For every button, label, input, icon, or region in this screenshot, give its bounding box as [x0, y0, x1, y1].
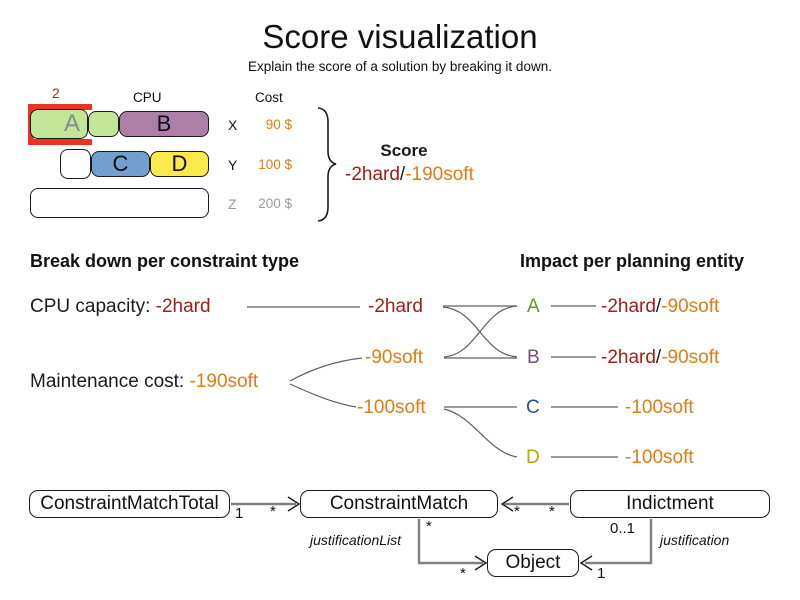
entity-letter-a: A — [527, 296, 540, 317]
multiplicity-cmt-star: * — [270, 503, 276, 520]
machine-cost-z: 200 $ — [258, 196, 292, 211]
overload-count-label: 2 — [52, 85, 60, 101]
score-soft-part: -190soft — [405, 164, 474, 185]
task-box-b: B — [119, 111, 209, 137]
entity-letter-c: C — [526, 397, 540, 418]
multiplicity-ind-star2: * — [549, 503, 555, 520]
mid-value-90soft: -90soft — [365, 347, 424, 368]
entity-letter-d: D — [526, 447, 540, 468]
role-justification: justification — [660, 532, 730, 548]
score-separator: / — [399, 164, 406, 185]
mid-value-100soft: -100soft — [357, 397, 426, 418]
multiplicity-cmt-one: 1 — [235, 505, 244, 522]
arrowhead-to-object-left — [474, 555, 488, 571]
arrowhead-to-object-right — [579, 555, 593, 571]
machine-cost-x: 90 $ — [265, 117, 292, 132]
task-box-a: A — [30, 109, 88, 139]
score-heading: Score — [380, 141, 428, 160]
empty-machine-box — [30, 188, 209, 218]
class-indictment: Indictment — [570, 490, 770, 518]
arrowhead-to-constraintmatch-left — [287, 496, 301, 512]
multiplicity-ind-zero-one: 0..1 — [610, 520, 636, 537]
constraint-cpu-capacity: CPU capacity: -2hard — [30, 296, 211, 317]
mid-value-2hard: -2hard — [368, 296, 423, 317]
score-value: -2hard/-190soft — [345, 164, 474, 186]
cost-column-header: Cost — [255, 90, 283, 105]
class-constraintmatchtotal: ConstraintMatchTotal — [29, 490, 230, 518]
class-object: Object — [487, 549, 579, 577]
multiplicity-ind-star1: * — [514, 503, 520, 520]
multiplicity-obj-one: 1 — [597, 565, 606, 582]
entity-letter-b: B — [527, 347, 540, 368]
task-box-white-empty — [60, 149, 91, 179]
machine-cost-y: 100 $ — [258, 157, 292, 172]
multiplicity-cm-obj-top: * — [426, 518, 432, 535]
cpu-column-header: CPU — [133, 90, 162, 105]
machine-row-label-x: X — [228, 117, 238, 133]
entity-impact-c: -100soft — [625, 397, 694, 418]
multiplicity-cm-obj-bot: * — [460, 565, 466, 582]
class-constraintmatch: ConstraintMatch — [300, 490, 498, 518]
task-box-green-empty — [88, 111, 119, 137]
page-subtitle: Explain the score of a solution by break… — [248, 59, 552, 74]
score-hard-part: -2hard — [345, 164, 400, 185]
constraint-maintenance-cost: Maintenance cost: -190soft — [30, 371, 259, 392]
impact-heading: Impact per planning entity — [520, 251, 745, 271]
page-title: Score visualization — [262, 18, 538, 55]
machine-row-label-y: Y — [228, 157, 238, 173]
role-justificationlist: justificationList — [310, 532, 402, 548]
arrowhead-to-constraintmatch-right — [500, 496, 514, 512]
entity-impact-d: -100soft — [625, 447, 694, 468]
machine-row-label-z: Z — [228, 196, 237, 212]
breakdown-heading: Break down per constraint type — [30, 251, 300, 271]
brace-shape — [317, 107, 337, 222]
entity-impact-a: -2hard/-90soft — [601, 296, 720, 317]
task-box-d: D — [150, 151, 209, 177]
task-box-c: C — [91, 151, 150, 177]
entity-impact-b: -2hard/-90soft — [601, 347, 720, 368]
